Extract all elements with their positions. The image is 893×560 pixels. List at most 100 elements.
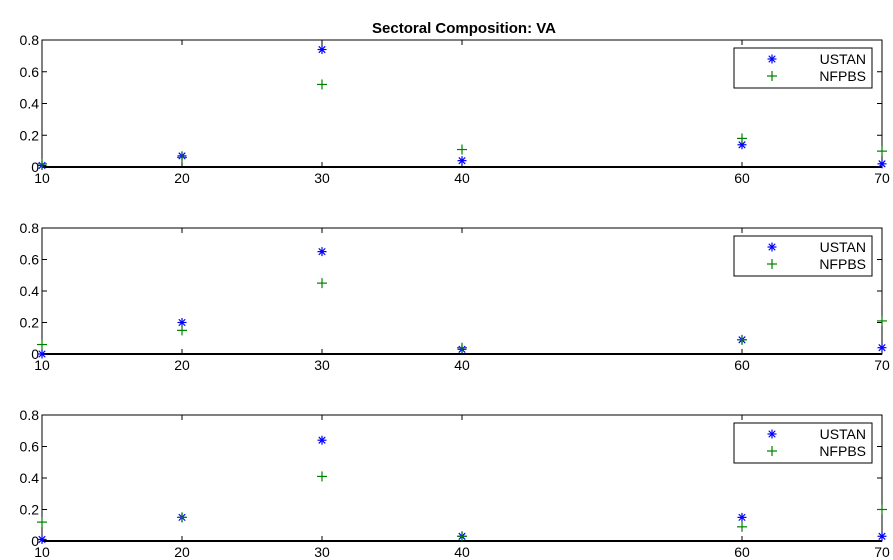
marker-stroke: [768, 55, 776, 63]
data-point: [767, 54, 777, 64]
legend-label: NFPBS: [819, 256, 866, 272]
data-point: [877, 343, 887, 353]
y-tick-label: 0.2: [20, 127, 40, 143]
legend-label: USTAN: [820, 426, 866, 442]
data-point: [317, 247, 327, 257]
data-point: [767, 446, 777, 456]
marker-stroke: [318, 45, 326, 54]
y-tick-label: 0: [31, 346, 39, 362]
x-tick-label: 10: [34, 544, 50, 560]
data-point: [767, 429, 777, 439]
y-tick-label: 0.6: [20, 252, 40, 268]
series-nfpbs: [37, 79, 887, 169]
legend-label: NFPBS: [819, 443, 866, 459]
marker-stroke: [318, 247, 326, 256]
y-tick-label: 0.4: [20, 470, 40, 486]
marker-stroke: [878, 160, 886, 168]
y-tick-label: 0.6: [20, 64, 40, 80]
data-point: [737, 521, 747, 532]
marker-stroke: [38, 535, 46, 544]
legend-box: [733, 235, 873, 277]
marker-stroke: [738, 141, 746, 149]
legend-label: USTAN: [820, 239, 866, 255]
x-tick-label: 20: [174, 357, 190, 373]
x-tick-label: 40: [454, 170, 470, 186]
x-tick-label: 30: [314, 170, 330, 186]
data-point: [877, 146, 887, 157]
data-point: [457, 156, 467, 166]
x-tick-label: 60: [734, 170, 750, 186]
data-point: [877, 159, 887, 169]
data-point: [877, 315, 887, 326]
x-tick-label: 20: [174, 170, 190, 186]
data-point: [317, 278, 327, 289]
marker-stroke: [878, 344, 886, 352]
series-nfpbs: [37, 278, 887, 353]
data-point: [737, 133, 747, 144]
data-point: [767, 242, 777, 252]
data-point: [317, 471, 327, 482]
data-point: [767, 259, 777, 269]
data-point: [317, 435, 327, 445]
data-point: [37, 158, 47, 169]
x-tick-label: 70: [874, 170, 890, 186]
marker-stroke: [768, 243, 776, 251]
x-tick-label: 70: [874, 357, 890, 373]
data-point: [737, 334, 747, 345]
data-point: [177, 152, 187, 163]
y-tick-label: 0: [31, 159, 39, 175]
x-tick-label: 30: [314, 544, 330, 560]
data-point: [457, 144, 467, 155]
x-tick-label: 60: [734, 544, 750, 560]
y-tick-label: 0.2: [20, 315, 40, 331]
data-point: [37, 339, 47, 350]
marker-stroke: [318, 436, 326, 444]
marker-stroke: [458, 156, 466, 165]
marker-stroke: [38, 350, 46, 358]
y-tick-label: 0.8: [20, 407, 40, 423]
data-point: [877, 531, 887, 541]
x-tick-label: 10: [34, 357, 50, 373]
legend-label: USTAN: [820, 51, 866, 67]
data-point: [177, 512, 187, 523]
x-tick-label: 10: [34, 170, 50, 186]
y-tick-label: 0.8: [20, 32, 40, 48]
marker-stroke: [738, 513, 746, 522]
data-point: [877, 504, 887, 515]
x-tick-label: 70: [874, 544, 890, 560]
data-point: [37, 534, 47, 544]
data-point: [317, 79, 327, 90]
data-point: [457, 342, 467, 353]
y-tick-label: 0.2: [20, 502, 40, 518]
x-tick-label: 30: [314, 357, 330, 373]
data-point: [737, 512, 747, 522]
data-point: [37, 349, 47, 359]
figure-title: Sectoral Composition: VA: [372, 20, 556, 37]
data-point: [767, 71, 777, 81]
y-tick-label: 0.4: [20, 96, 40, 112]
y-tick-label: 0.4: [20, 283, 40, 299]
data-point: [737, 140, 747, 150]
data-point: [177, 325, 187, 336]
panels: 00.20.40.60.810 20 30 40 60 70USTANNFPBS00.20…: [20, 32, 890, 560]
legend-box: [733, 47, 873, 89]
marker-stroke: [768, 430, 776, 438]
marker-stroke: [878, 532, 886, 540]
y-tick-label: 0.8: [20, 220, 40, 236]
y-tick-label: 0.6: [20, 439, 40, 455]
legend-label: NFPBS: [819, 68, 866, 84]
data-point: [457, 531, 467, 542]
data-point: [317, 45, 327, 55]
legend-box: [733, 422, 873, 464]
x-tick-label: 40: [454, 544, 470, 560]
y-tick-label: 0: [31, 533, 39, 549]
data-point: [37, 517, 47, 528]
